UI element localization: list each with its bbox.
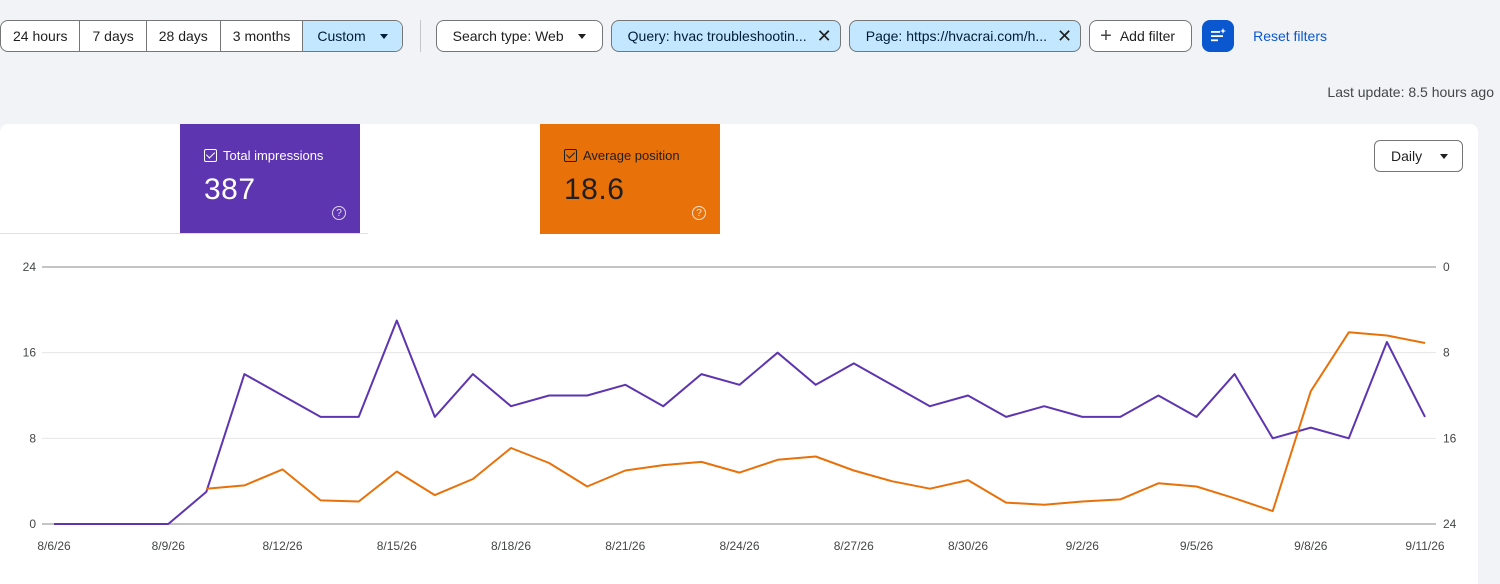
y-left-tick-label: 16 [23, 346, 37, 360]
query-filter-label: Query: hvac troubleshootin... [627, 28, 807, 44]
total-impressions-metric[interactable]: Total impressions 387 ? [180, 124, 360, 234]
range-28-days-button[interactable]: 28 days [147, 21, 221, 51]
range-custom-button[interactable]: Custom [303, 21, 402, 51]
checkbox-icon[interactable] [204, 149, 217, 162]
x-tick-label: 8/30/26 [948, 539, 988, 553]
x-tick-label: 8/21/26 [605, 539, 645, 553]
plus-icon: + [1100, 25, 1112, 47]
reset-filters-link[interactable]: Reset filters [1253, 28, 1327, 44]
help-icon[interactable]: ? [332, 206, 346, 220]
chevron-down-icon [379, 33, 388, 39]
search-type-dropdown[interactable]: Search type: Web [435, 20, 603, 52]
x-tick-label: 8/24/26 [719, 539, 759, 553]
chevron-down-icon [577, 33, 586, 39]
range-custom-label: Custom [317, 28, 366, 44]
close-icon[interactable]: ✕ [816, 26, 832, 46]
x-tick-label: 9/11/26 [1405, 539, 1444, 553]
chevron-down-icon [1440, 153, 1449, 159]
metric-divider [0, 233, 368, 234]
granularity-label: Daily [1391, 148, 1423, 164]
y-right-tick-label: 16 [1443, 431, 1457, 445]
close-icon[interactable]: ✕ [1057, 26, 1073, 46]
x-tick-label: 8/9/26 [152, 539, 186, 553]
y-right-tick-label: 0 [1443, 260, 1450, 274]
page-filter-label: Page: https://hvacrai.com/h... [865, 28, 1048, 44]
query-filter-chip[interactable]: Query: hvac troubleshootin... ✕ [610, 20, 841, 52]
search-type-label: Search type: Web [452, 28, 564, 44]
series-line [206, 331, 1426, 513]
x-tick-label: 8/18/26 [491, 539, 531, 553]
y-right-tick-label: 24 [1443, 517, 1457, 531]
tune-sparkle-icon [1211, 28, 1227, 42]
y-left-tick-label: 8 [29, 431, 36, 445]
impressions-label: Total impressions [223, 148, 324, 163]
toolbar-divider [419, 20, 421, 52]
filter-bar: 24 hours 7 days 28 days 3 months Custom … [0, 20, 1327, 52]
position-value: 18.6 [564, 173, 625, 206]
performance-card: Total impressions 387 ? Average position… [0, 124, 1478, 584]
x-tick-label: 9/8/26 [1294, 539, 1328, 553]
y-right-tick-label: 8 [1443, 346, 1450, 360]
range-7-days-button[interactable]: 7 days [80, 21, 147, 51]
x-tick-label: 8/27/26 [834, 539, 874, 553]
y-left-tick-label: 0 [29, 517, 36, 531]
x-tick-label: 8/15/26 [377, 539, 417, 553]
range-24-hours-button[interactable]: 24 hours [1, 21, 81, 51]
checkbox-icon[interactable] [564, 149, 577, 162]
granularity-dropdown[interactable]: Daily [1374, 140, 1463, 172]
x-tick-label: 8/12/26 [262, 539, 302, 553]
add-filter-label: Add filter [1119, 28, 1176, 44]
filter-settings-button[interactable] [1202, 20, 1235, 52]
range-3-months-button[interactable]: 3 months [221, 21, 304, 51]
date-range-selector: 24 hours 7 days 28 days 3 months Custom [0, 20, 403, 52]
x-tick-label: 9/5/26 [1180, 539, 1214, 553]
performance-chart: 0 8 16 24 0 8 16 24 8/6/26 8/9/26 8/12/26 8/15/26 8/… [23, 260, 1457, 553]
position-label: Average position [583, 148, 680, 163]
add-filter-button[interactable]: + Add filter [1089, 20, 1193, 52]
series-line [54, 319, 1426, 525]
x-tick-label: 9/2/26 [1066, 539, 1100, 553]
average-position-metric[interactable]: Average position 18.6 ? [540, 124, 720, 234]
last-update-text: Last update: 8.5 hours ago [1327, 84, 1494, 100]
page-filter-chip[interactable]: Page: https://hvacrai.com/h... ✕ [848, 20, 1082, 52]
y-left-tick-label: 24 [23, 260, 37, 274]
help-icon[interactable]: ? [692, 206, 706, 220]
impressions-value: 387 [204, 173, 256, 206]
x-tick-label: 8/6/26 [37, 539, 71, 553]
